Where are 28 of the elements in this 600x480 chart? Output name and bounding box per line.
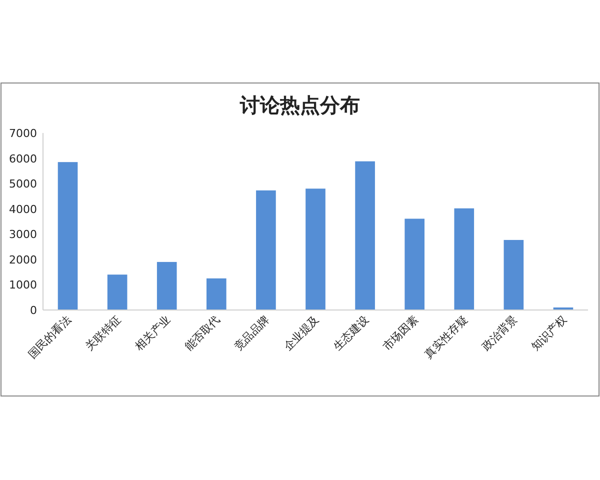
bar bbox=[306, 188, 326, 310]
x-tick-label: 相关产业 bbox=[132, 312, 173, 354]
bar bbox=[355, 161, 375, 310]
x-tick-label: 真实性存疑 bbox=[422, 312, 470, 362]
x-tick-label: 企业提及 bbox=[281, 312, 322, 354]
chart-title: 讨论热点分布 bbox=[239, 93, 360, 117]
y-tick-label: 4000 bbox=[9, 202, 37, 216]
bar bbox=[504, 240, 524, 310]
x-tick-label: 竞品品牌 bbox=[232, 312, 272, 354]
y-tick-label: 1000 bbox=[9, 278, 37, 292]
y-tick-label: 7000 bbox=[9, 127, 37, 140]
y-tick-label: 5000 bbox=[9, 178, 37, 191]
x-tick-label: 生态建设 bbox=[330, 312, 372, 354]
x-tick-label: 政治背景 bbox=[480, 312, 520, 354]
x-tick-label: 能否取代 bbox=[182, 312, 223, 354]
bar bbox=[156, 262, 177, 310]
bar bbox=[256, 190, 276, 310]
y-tick-label: 6000 bbox=[9, 152, 37, 166]
x-tick-label: 关联特征 bbox=[83, 312, 124, 354]
y-tick-label: 2000 bbox=[9, 253, 37, 266]
bar bbox=[206, 278, 226, 310]
x-tick-label: 市场因素 bbox=[380, 312, 421, 354]
bar bbox=[454, 208, 474, 310]
y-tick-label: 3000 bbox=[9, 228, 37, 242]
bar bbox=[107, 274, 128, 310]
bar bbox=[404, 218, 424, 310]
bar bbox=[58, 162, 78, 310]
x-tick-label: 知识产权 bbox=[529, 312, 570, 354]
